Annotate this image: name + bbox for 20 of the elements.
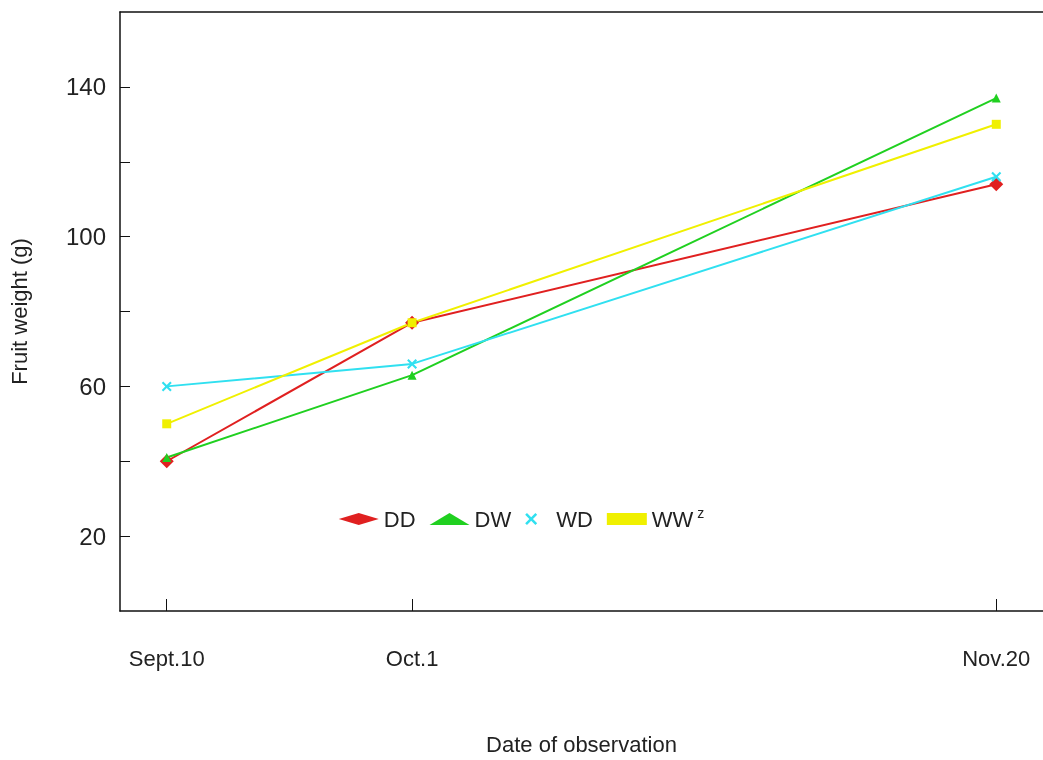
point <box>162 419 172 429</box>
point <box>991 93 1001 103</box>
legend-label: DD <box>383 506 416 532</box>
y-tick-label: 20 <box>79 522 106 550</box>
y-tick-label: 100 <box>65 223 106 251</box>
y-tick-label: 140 <box>65 73 106 101</box>
y-axis-title: Fruit weight (g) <box>6 238 32 385</box>
point <box>991 171 1002 182</box>
point <box>989 177 1004 192</box>
x-axis-title: Date of observation <box>486 731 677 757</box>
legend-label: DW <box>474 506 512 532</box>
point <box>407 358 418 369</box>
point <box>991 119 1001 129</box>
x-tick-label: Oct.1 <box>385 645 439 671</box>
point <box>407 370 417 380</box>
legend-label: WD <box>556 506 593 532</box>
point <box>161 381 172 392</box>
x-tick-label: Sept.10 <box>128 645 205 671</box>
x-tick-label: Nov.20 <box>962 645 1031 671</box>
y-tick-label: 60 <box>79 372 106 400</box>
